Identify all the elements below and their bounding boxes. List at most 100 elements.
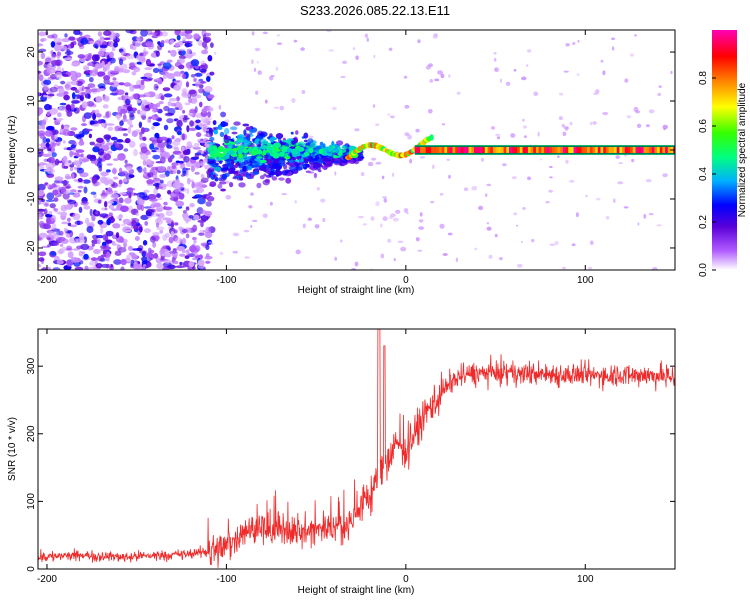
noise-blob: [183, 115, 188, 118]
noise-blob: [51, 152, 57, 158]
faint-blob: [340, 239, 343, 243]
noise-blob: [110, 193, 119, 199]
noise-blob: [111, 208, 118, 212]
signal-core: [291, 148, 299, 155]
signal-core: [211, 153, 218, 158]
noise-blob: [55, 211, 63, 214]
noise-blob: [38, 107, 44, 115]
noise-blob: [58, 230, 64, 236]
carrier-segment: [460, 147, 464, 153]
noise-blob: [138, 36, 144, 42]
noise-blob: [197, 259, 205, 267]
noise-blob: [142, 159, 147, 166]
signal-blob: [249, 157, 256, 164]
carrier-segment: [643, 147, 647, 153]
faint-blob: [293, 39, 298, 43]
faint-blob: [522, 207, 526, 210]
noise-blob: [143, 228, 151, 234]
noise-blob: [162, 62, 172, 70]
noise-blob: [155, 50, 160, 57]
noise-blob: [140, 214, 149, 221]
noise-blob: [163, 201, 168, 206]
noise-blob: [42, 37, 47, 42]
noise-blob: [189, 120, 195, 127]
noise-blob: [174, 222, 179, 226]
noise-blob: [182, 109, 186, 114]
faint-blob: [294, 200, 298, 204]
signal-blob: [300, 164, 307, 168]
noise-blob: [73, 179, 79, 182]
faint-blob: [264, 99, 268, 104]
noise-blob: [163, 124, 169, 131]
faint-blob: [404, 132, 410, 137]
noise-blob: [116, 89, 125, 96]
spec-ytick-label: 0: [26, 147, 37, 153]
noise-blob: [204, 255, 213, 260]
faint-blob: [429, 79, 434, 83]
noise-blob: [203, 32, 212, 37]
noise-blob: [40, 52, 46, 59]
carrier-segment: [474, 147, 477, 153]
noise-blob: [172, 170, 176, 174]
noise-blob: [58, 105, 63, 110]
carrier-segment: [624, 147, 628, 153]
signal-blob: [290, 141, 295, 145]
faint-blob: [360, 172, 365, 177]
carrier-segment: [587, 147, 590, 153]
noise-blob: [70, 86, 78, 91]
noise-blob: [94, 143, 103, 149]
faint-blob: [456, 91, 461, 95]
signal-blob: [271, 176, 278, 181]
noise-blob: [43, 94, 47, 98]
noise-blob: [200, 173, 205, 179]
faint-blob: [225, 180, 230, 184]
faint-blob: [225, 195, 232, 200]
noise-blob: [139, 250, 147, 254]
noise-blob: [157, 143, 163, 148]
noise-blob: [118, 197, 124, 204]
noise-blob: [180, 174, 185, 177]
noise-blob: [102, 66, 107, 73]
faint-blob: [269, 75, 274, 81]
signal-core: [254, 158, 261, 162]
signal-core: [227, 150, 236, 156]
noise-blob: [162, 74, 167, 80]
noise-blob: [97, 199, 102, 204]
noise-blob: [152, 241, 157, 248]
noise-blob: [91, 123, 100, 127]
noise-blob: [190, 165, 195, 172]
noise-blob: [166, 59, 173, 63]
noise-blob: [155, 78, 162, 81]
noise-blob: [124, 197, 132, 204]
noise-blob: [66, 233, 70, 238]
noise-blob: [184, 255, 190, 259]
noise-blob: [106, 169, 111, 173]
noise-blob: [81, 123, 87, 127]
noise-blob: [174, 30, 181, 36]
noise-blob: [48, 107, 58, 115]
noise-blob: [194, 106, 198, 114]
noise-blob: [86, 101, 95, 107]
noise-blob: [149, 236, 156, 243]
signal-core: [333, 155, 338, 159]
noise-blob: [176, 119, 183, 128]
noise-blob: [180, 70, 185, 74]
noise-blob: [149, 32, 158, 35]
noise-blob: [147, 247, 152, 254]
noise-blob: [79, 96, 84, 101]
carrier-segment: [444, 147, 448, 153]
noise-blob: [113, 41, 118, 48]
faint-blob: [513, 68, 517, 72]
faint-blob: [651, 267, 658, 270]
faint-blob: [615, 155, 620, 159]
signal-blob: [261, 140, 269, 146]
noise-blob: [120, 205, 129, 213]
carrier-segment: [638, 147, 642, 153]
noise-blob: [151, 114, 160, 121]
faint-blob: [253, 67, 257, 72]
noise-blob: [53, 208, 59, 212]
noise-blob: [126, 106, 133, 112]
signal-core: [218, 153, 225, 157]
snr-ytick-label: 200: [26, 425, 37, 442]
faint-blob: [562, 131, 567, 136]
